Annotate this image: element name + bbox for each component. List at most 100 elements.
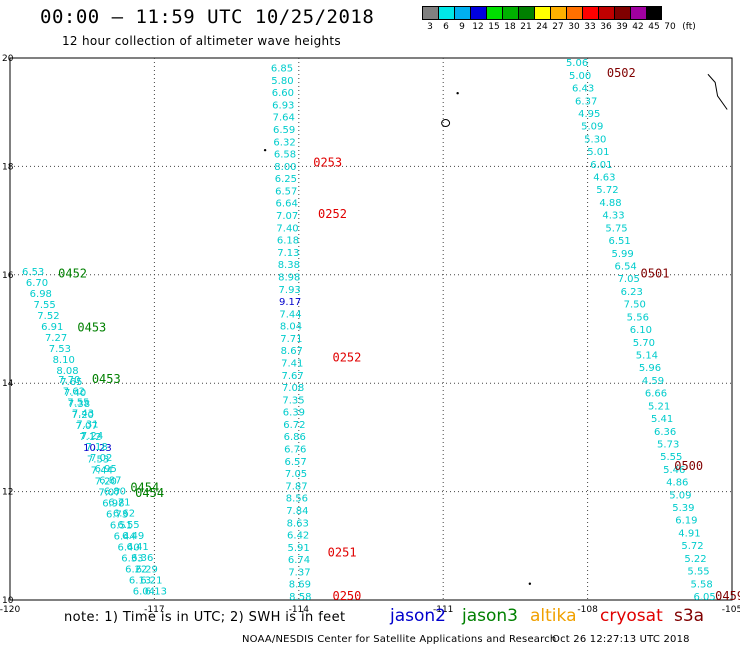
pass-time-label: 0251 xyxy=(328,546,357,560)
pass-time-label: 0250 xyxy=(332,589,361,603)
wave-height-value: 7.20 xyxy=(95,476,117,487)
wave-height-value: 6.22 xyxy=(125,565,147,576)
wave-height-value: 5.39 xyxy=(672,503,694,514)
wave-height-value: 8.04 xyxy=(280,322,302,333)
legend-swatch xyxy=(438,6,454,20)
legend-label: 12 xyxy=(472,22,484,32)
wave-height-value: 6.18 xyxy=(277,236,299,247)
wave-height-value: 5.41 xyxy=(651,414,673,425)
wave-height-value: 5.70 xyxy=(633,338,655,349)
legend-label: 24 xyxy=(536,22,548,32)
wave-height-value: 5.46 xyxy=(663,465,685,476)
wave-height-value: 7.13 xyxy=(277,248,299,259)
legend-label: 3 xyxy=(427,22,433,32)
wave-height-value: 6.98 xyxy=(102,498,124,509)
wave-height-value: 4.63 xyxy=(593,173,615,184)
wave-height-value: 7.53 xyxy=(87,454,109,465)
legend-label: 42 xyxy=(632,22,644,32)
legend-label: 45 xyxy=(648,22,660,32)
wave-height-value: 7.35 xyxy=(282,395,304,406)
wave-height-value: 7.55 xyxy=(33,300,55,311)
legend-swatch xyxy=(566,6,582,20)
legend-labels: 3 6 9 12 15 18 21 24 27 30 33 36 39 42 45 70 (ft) xyxy=(422,22,700,32)
wave-height-value: 6.29 xyxy=(136,564,158,575)
wave-height-value: 5.58 xyxy=(690,579,712,590)
legend-label: 30 xyxy=(568,22,580,32)
wave-height-value: 5.01 xyxy=(587,147,609,158)
legend-swatch xyxy=(518,6,534,20)
wave-height-value: 5.72 xyxy=(681,541,703,552)
island-socorro xyxy=(441,119,451,128)
wave-height-value: 5.91 xyxy=(287,543,309,554)
wave-height-value: 7.52 xyxy=(37,311,59,322)
legend-swatch xyxy=(614,6,630,20)
wave-height-value: 6.36 xyxy=(654,427,676,438)
sat-jason2-label: jason2 xyxy=(390,606,446,626)
legend-swatch xyxy=(550,6,566,20)
legend-label: 9 xyxy=(459,22,465,32)
wave-height-value: 7.44 xyxy=(279,309,301,320)
wave-height-value: 6.43 xyxy=(572,84,594,95)
wave-height-value: 4.59 xyxy=(642,376,664,387)
wave-height-value: 6.98 xyxy=(30,289,52,300)
wave-height-value: 7.65 xyxy=(60,377,82,388)
wave-height-value: 6.39 xyxy=(283,408,305,419)
wave-height-value: 5.22 xyxy=(684,554,706,565)
wave-height-value: 6.04 xyxy=(133,587,155,598)
legend-swatch xyxy=(454,6,470,20)
wave-height-value: 7.02 xyxy=(90,453,112,464)
wave-height-value: 7.93 xyxy=(279,285,301,296)
wave-height-value: 6.74 xyxy=(288,555,310,566)
wave-height-value: 6.21 xyxy=(140,575,162,586)
wave-height-value: 6.57 xyxy=(275,186,297,197)
wave-height-value: 5.06 xyxy=(566,58,588,69)
wave-height-value: 6.58 xyxy=(274,150,296,161)
wave-height-value: 6.42 xyxy=(287,531,309,542)
wave-height-value: 7.05 xyxy=(285,469,307,480)
pass-time-label: 0501 xyxy=(641,267,670,281)
lon-tick-label: -114 xyxy=(289,605,310,615)
wave-height-value: 7.38 xyxy=(68,399,90,410)
legend-swatch xyxy=(422,6,438,20)
pass-time-label: 0453 xyxy=(92,372,121,386)
pass-time-label: 0502 xyxy=(607,66,636,80)
wave-height-value: 6.70 xyxy=(26,278,48,289)
island-clipperton xyxy=(528,582,532,585)
wave-height-value: 6.66 xyxy=(645,389,667,400)
wave-height-value: 5.56 xyxy=(627,312,649,323)
wave-height-value: 6.72 xyxy=(283,420,305,431)
wave-height-value: 4.88 xyxy=(599,198,621,209)
legend-label: 6 xyxy=(443,22,449,32)
legend-swatch xyxy=(470,6,486,20)
sat-cryosat-label: cryosat xyxy=(600,606,663,626)
island-san-benedicto xyxy=(456,92,459,95)
wave-height-value: 7.05 xyxy=(618,274,640,285)
wave-height-value: 5.09 xyxy=(581,122,603,133)
wave-height-value: 6.64 xyxy=(276,199,298,210)
wave-height-value: 7.44 xyxy=(91,465,113,476)
legend-swatch xyxy=(502,6,518,20)
map-title: 00:00 – 11:59 UTC 10/25/2018 xyxy=(40,6,375,28)
wave-height-value: 6.01 xyxy=(590,160,612,171)
wave-height-value: 5.30 xyxy=(584,134,606,145)
wave-height-value: 7.50 xyxy=(624,300,646,311)
wave-height-value: 6.54 xyxy=(615,262,637,273)
sat-jason3-label: jason3 xyxy=(462,606,518,626)
wave-height-value: 7.24 xyxy=(81,431,103,442)
wave-height-value: 9.17 xyxy=(279,297,301,308)
wave-height-value: 6.36 xyxy=(131,553,153,564)
wave-height-value: 6.33 xyxy=(121,553,143,564)
lon-tick-label: -111 xyxy=(433,605,453,615)
wave-height-value: 7.40 xyxy=(276,223,298,234)
pass-time-label: 0452 xyxy=(58,267,87,281)
lat-tick-label: 16 xyxy=(2,271,14,281)
wave-height-value: 6.41 xyxy=(127,542,149,553)
footer-note: note: 1) Time is in UTC; 2) SWH is in fe… xyxy=(64,610,346,625)
wave-height-value: 7.55 xyxy=(67,397,89,408)
wave-height-value: 6.60 xyxy=(272,88,294,99)
wave-height-value: 6.87 xyxy=(99,475,121,486)
wave-height-value: 7.71 xyxy=(280,334,302,345)
wave-height-value: 6.51 xyxy=(608,236,630,247)
wave-height-value: 5.75 xyxy=(605,223,627,234)
legend-label: 27 xyxy=(552,22,564,32)
